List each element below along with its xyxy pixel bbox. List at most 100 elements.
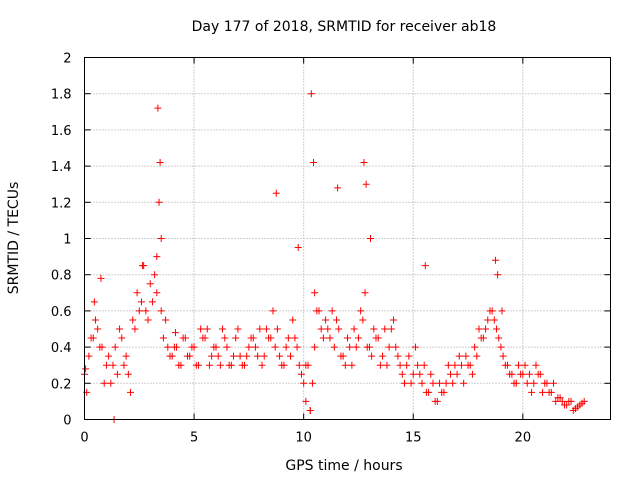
data-point [96, 343, 104, 351]
data-point [411, 343, 419, 351]
data-point [471, 343, 479, 351]
data-point [230, 352, 238, 360]
y-tick-label: 0.2 [51, 377, 72, 392]
data-point [102, 361, 110, 369]
data-point [197, 325, 205, 333]
y-tick-label: 1 [63, 233, 71, 248]
data-point [269, 307, 277, 315]
data-point [111, 343, 119, 351]
data-point [307, 90, 315, 98]
data-point [310, 158, 318, 166]
y-tick-label: 0.6 [51, 305, 72, 320]
data-point [525, 370, 533, 378]
data-point [216, 361, 224, 369]
data-point [234, 325, 242, 333]
data-point [528, 388, 536, 396]
data-point [495, 334, 503, 342]
y-tick-label: 1.2 [51, 196, 72, 211]
data-point [232, 334, 240, 342]
data-point [256, 325, 264, 333]
data-point [280, 361, 288, 369]
y-tick-label: 0.8 [51, 269, 72, 284]
data-point [414, 361, 422, 369]
data-point [282, 343, 290, 351]
data-point [497, 343, 505, 351]
data-point [359, 316, 367, 324]
data-point [156, 158, 164, 166]
data-point [267, 334, 275, 342]
data-point [120, 361, 128, 369]
data-point [460, 379, 468, 387]
data-point [113, 370, 121, 378]
data-point [565, 397, 573, 405]
data-point [416, 370, 424, 378]
data-point [360, 158, 368, 166]
data-point [311, 289, 319, 297]
data-point [291, 334, 299, 342]
data-point [499, 352, 507, 360]
data-point [453, 370, 461, 378]
data-point [376, 361, 384, 369]
data-point [319, 334, 327, 342]
gridlines [84, 57, 611, 420]
data-point [390, 316, 398, 324]
data-point [560, 401, 568, 409]
data-point [289, 316, 297, 324]
data-point [214, 352, 222, 360]
data-point [503, 361, 511, 369]
data-point [491, 256, 499, 264]
data-point [475, 325, 483, 333]
y-tick-label: 2 [63, 52, 71, 67]
data-point [550, 379, 558, 387]
data-point [97, 274, 105, 282]
data-point [578, 399, 586, 407]
data-point [409, 370, 417, 378]
data-point [447, 370, 455, 378]
data-point [287, 352, 295, 360]
data-point [346, 343, 354, 351]
data-point [135, 307, 143, 315]
data-point [133, 289, 141, 297]
data-point [219, 325, 227, 333]
data-point [420, 361, 428, 369]
data-point [324, 325, 332, 333]
data-point [429, 379, 437, 387]
data-point [337, 352, 345, 360]
data-point [352, 343, 360, 351]
data-point [131, 325, 139, 333]
data-point [385, 343, 393, 351]
data-point [427, 370, 435, 378]
data-point [118, 334, 126, 342]
data-point [326, 334, 334, 342]
data-point [330, 343, 338, 351]
data-point [192, 361, 200, 369]
data-point [85, 352, 93, 360]
data-point [387, 325, 395, 333]
data-point [539, 388, 547, 396]
data-point [333, 316, 341, 324]
data-point [201, 334, 209, 342]
data-point [451, 361, 459, 369]
data-point [357, 307, 365, 315]
data-point [477, 334, 485, 342]
data-point [210, 343, 218, 351]
data-point [436, 379, 444, 387]
data-point [153, 289, 161, 297]
data-point [148, 298, 156, 306]
data-point [223, 343, 231, 351]
data-point [322, 316, 330, 324]
data-point [164, 343, 172, 351]
data-point [514, 361, 522, 369]
data-point [262, 325, 270, 333]
data-point [464, 361, 472, 369]
x-tick-labels: 0 5 10 15 20 [80, 431, 531, 446]
data-point [87, 334, 95, 342]
data-point [175, 361, 183, 369]
data-point [473, 352, 481, 360]
data-point [486, 307, 494, 315]
x-tick-label: 5 [190, 431, 198, 446]
data-point [105, 352, 113, 360]
data-point [144, 316, 152, 324]
data-point [208, 352, 216, 360]
